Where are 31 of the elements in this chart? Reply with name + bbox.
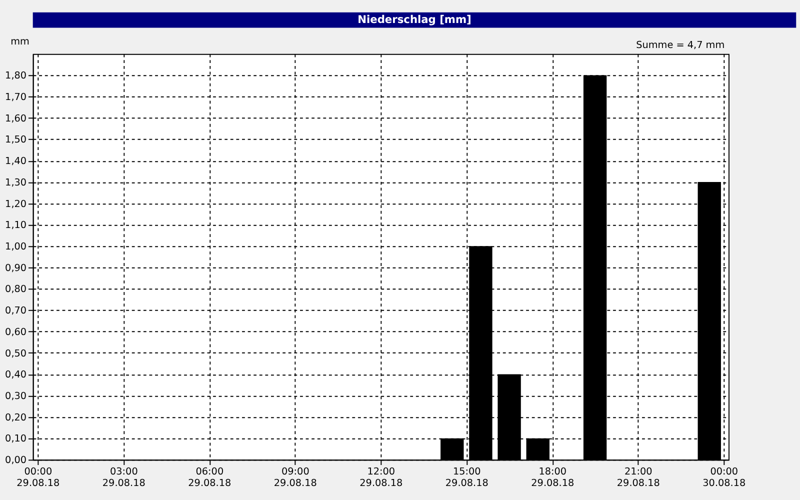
y-tick-label: 0,20 <box>5 412 27 424</box>
y-tick-label: 1,70 <box>5 92 27 103</box>
x-tick-label: 09:00 29.08.18 <box>274 466 317 490</box>
y-tick-label: 1,10 <box>5 220 27 232</box>
x-tick-label: 03:00 29.08.18 <box>102 466 146 490</box>
y-tick-label: 0,50 <box>5 348 27 360</box>
x-tick-label: 12:00 29.08.18 <box>360 466 403 490</box>
y-tick-label: 1,20 <box>5 198 27 210</box>
x-tick-label: 15:00 29.08.18 <box>445 466 488 490</box>
y-tick-label: 0,10 <box>5 434 27 445</box>
y-axis-title: mm <box>10 36 30 48</box>
y-tick-label: 1,50 <box>5 134 27 146</box>
x-tick-label: 06:00 29.08.18 <box>188 466 232 490</box>
y-tick-label: 1,80 <box>5 70 27 82</box>
y-tick-label: 0,60 <box>5 326 27 338</box>
y-tick-label: 1,60 <box>5 113 27 124</box>
text: Summe = 4,7 mm <box>636 40 725 52</box>
y-tick-label: 1,00 <box>5 241 27 252</box>
x-tick-label: 00:00 29.08.18 <box>16 466 60 490</box>
x-tick-label: 21:00 29.08.18 <box>616 466 660 490</box>
y-tick-label: 0,90 <box>5 262 27 274</box>
y-tick-label: 0,80 <box>5 284 27 296</box>
y-tick-label: 0,30 <box>5 390 27 402</box>
y-tick-label: 1,40 <box>5 156 27 168</box>
y-tick-label: 0,70 <box>5 306 27 317</box>
x-tick-label: 00:00 30.08.18 <box>702 466 746 490</box>
chart-title: Niederschlag [mm] <box>358 12 472 26</box>
y-tick-label: 1,30 <box>5 177 27 188</box>
y-tick-label: 0,40 <box>5 370 27 381</box>
x-tick-label: 18:00 29.08.18 <box>531 466 574 490</box>
y-tick-label: 0,00 <box>5 455 27 466</box>
